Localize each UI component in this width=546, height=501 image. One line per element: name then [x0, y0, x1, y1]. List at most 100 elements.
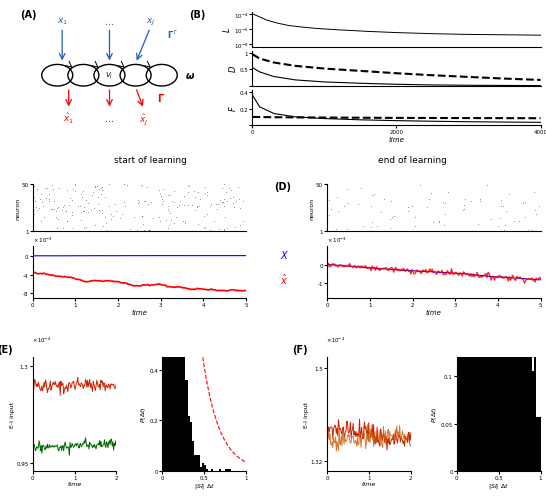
Point	[387, 197, 395, 205]
Point	[80, 208, 88, 216]
Point	[189, 188, 198, 196]
Point	[156, 217, 165, 225]
Point	[188, 201, 197, 209]
Bar	[526, 294, 528, 471]
Point	[239, 217, 247, 225]
Point	[63, 217, 72, 225]
Point	[377, 209, 385, 217]
Point	[385, 215, 394, 223]
Point	[66, 194, 74, 202]
Point	[191, 193, 200, 201]
Point	[340, 203, 348, 211]
Point	[93, 193, 102, 201]
Point	[482, 182, 491, 190]
Point	[147, 198, 156, 206]
Point	[97, 185, 105, 193]
Point	[81, 223, 90, 231]
Point	[523, 227, 532, 235]
Point	[218, 198, 227, 206]
Point	[221, 213, 229, 221]
Point	[137, 182, 146, 190]
Point	[215, 225, 223, 233]
Point	[158, 200, 167, 208]
Text: start of learning: start of learning	[114, 155, 187, 164]
Point	[76, 202, 85, 210]
Point	[77, 193, 86, 201]
Y-axis label: E-I input: E-I input	[304, 401, 310, 427]
Point	[48, 186, 57, 194]
Point	[60, 201, 68, 209]
Point	[39, 213, 48, 221]
Point	[389, 212, 398, 220]
Bar	[204, 465, 206, 471]
Point	[67, 196, 76, 204]
Point	[164, 224, 173, 232]
Point	[169, 219, 178, 227]
Point	[443, 189, 452, 197]
Point	[138, 212, 147, 220]
Bar	[486, 0, 488, 471]
Bar	[467, 0, 470, 471]
Point	[368, 218, 377, 226]
Point	[440, 221, 449, 229]
Y-axis label: $P(\Delta t)$: $P(\Delta t)$	[430, 406, 439, 422]
Point	[164, 191, 173, 199]
Bar	[488, 0, 490, 471]
Bar	[482, 0, 484, 471]
Point	[141, 228, 150, 236]
Bar	[498, 56, 501, 471]
Y-axis label: $P(\Delta t)$: $P(\Delta t)$	[139, 406, 148, 422]
Bar	[520, 310, 522, 471]
Point	[466, 197, 475, 205]
Point	[219, 226, 228, 234]
Point	[49, 206, 58, 214]
Text: $\boldsymbol{\omega}$: $\boldsymbol{\omega}$	[185, 71, 195, 81]
Point	[98, 210, 106, 218]
Point	[93, 200, 102, 208]
Bar	[465, 0, 467, 471]
Point	[62, 208, 70, 216]
Point	[407, 203, 416, 211]
Y-axis label: $D$: $D$	[227, 65, 238, 73]
Point	[410, 222, 419, 230]
Point	[501, 208, 510, 216]
Bar	[513, 248, 515, 471]
Point	[179, 217, 187, 225]
Text: (F): (F)	[292, 344, 308, 354]
Text: $x_1$: $x_1$	[57, 17, 68, 28]
Point	[218, 185, 227, 193]
Bar	[472, 0, 473, 471]
Bar	[522, 340, 524, 471]
Point	[476, 195, 484, 203]
Point	[104, 203, 113, 211]
Point	[184, 228, 193, 236]
Text: $\times\,10^{-3}$: $\times\,10^{-3}$	[327, 235, 347, 244]
Point	[222, 189, 231, 197]
Point	[332, 225, 341, 233]
Point	[41, 185, 50, 193]
Bar	[173, 0, 175, 471]
Point	[55, 185, 63, 193]
Point	[133, 226, 141, 234]
Point	[96, 208, 104, 216]
Point	[370, 190, 379, 198]
Point	[155, 213, 163, 221]
Point	[44, 190, 53, 198]
Point	[415, 182, 424, 190]
Point	[173, 204, 182, 212]
Point	[176, 228, 185, 236]
Bar	[200, 467, 202, 471]
Bar	[194, 455, 196, 471]
Point	[116, 214, 124, 222]
Text: $V_i$: $V_i$	[105, 71, 114, 81]
Point	[163, 206, 172, 214]
Point	[487, 215, 496, 223]
Point	[368, 191, 377, 199]
Point	[77, 216, 86, 224]
Y-axis label: $F$: $F$	[227, 105, 238, 112]
Point	[219, 198, 228, 206]
Point	[203, 211, 211, 219]
Point	[220, 181, 229, 189]
Text: end of learning: end of learning	[378, 155, 447, 164]
Point	[183, 182, 192, 190]
